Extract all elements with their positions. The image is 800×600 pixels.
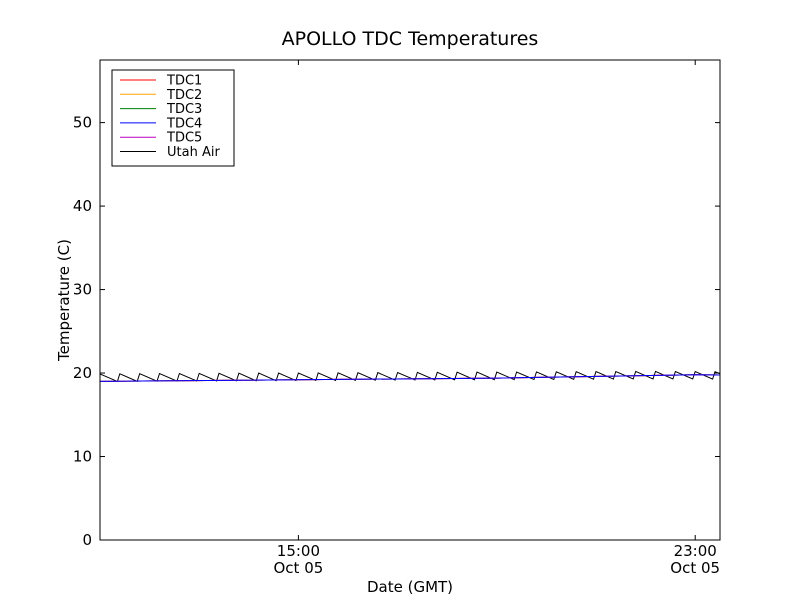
chart-title: APOLLO TDC Temperatures: [282, 28, 539, 50]
legend-label: Utah Air: [167, 145, 220, 160]
y-tick-label: 40: [73, 197, 92, 215]
legend-label: TDC3: [166, 102, 202, 117]
x-tick-label-date: Oct 05: [670, 559, 720, 577]
legend-label: TDC2: [166, 88, 202, 103]
x-tick-label-time: 23:00: [674, 542, 717, 560]
x-axis-label: Date (GMT): [367, 578, 453, 596]
y-tick-label: 50: [73, 114, 92, 132]
y-tick-label: 0: [82, 531, 92, 549]
legend-label: TDC5: [166, 131, 202, 146]
x-tick-label-time: 15:00: [277, 542, 320, 560]
y-tick-label: 30: [73, 281, 92, 299]
series-layer: [100, 370, 720, 383]
series-line-utah-air: [100, 370, 720, 383]
x-tick-label-date: Oct 05: [274, 559, 324, 577]
plot-frame: [99, 59, 721, 541]
legend-label: TDC1: [166, 74, 202, 89]
legend-box: [111, 69, 235, 167]
y-tick-label: 10: [73, 448, 92, 466]
y-axis-label: Temperature (C): [55, 239, 73, 362]
y-tick-label: 20: [73, 364, 92, 382]
legend-label: TDC4: [166, 116, 202, 131]
